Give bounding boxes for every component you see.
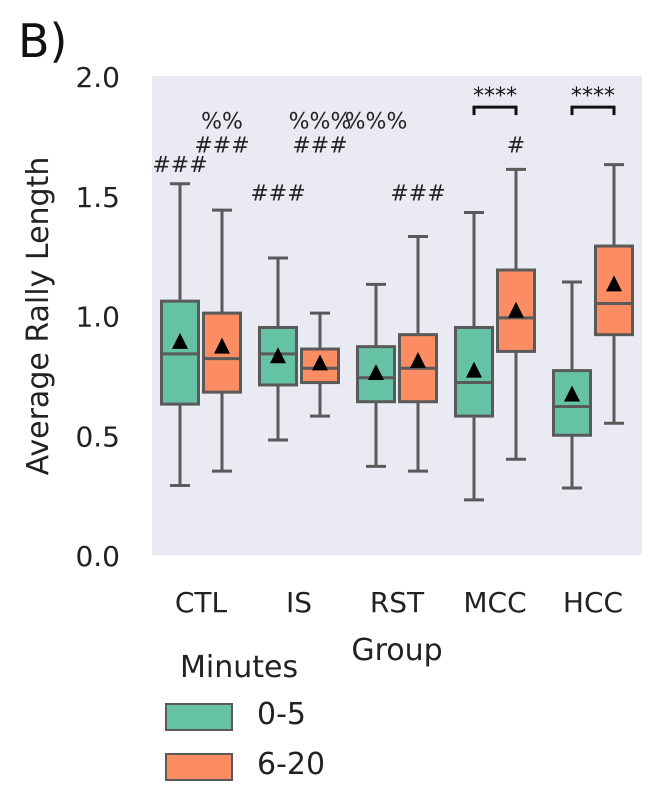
box-is-6-20 (300, 311, 340, 418)
mean-marker (312, 354, 328, 371)
y-axis-ticks: 0.0 0.5 1.0 1.5 2.0 (75, 61, 120, 573)
y-tick-label: 0.5 (75, 420, 120, 453)
legend-title: Minutes (180, 650, 299, 685)
box-mcc-6-20 (496, 167, 536, 461)
legend-swatch-0-5 (165, 703, 233, 731)
legend-item-0-5: 0-5 (165, 697, 365, 743)
legend-item-6-20: 6-20 (165, 747, 365, 793)
y-tick-label: 1.5 (75, 181, 120, 214)
significance-annotation: %% (201, 110, 243, 135)
significance-annotation: ### (292, 134, 347, 159)
box-mcc-0-5 (454, 211, 494, 502)
legend-label-6-20: 6-20 (257, 747, 326, 782)
box-iqr (552, 369, 592, 437)
box-hcc-6-20 (594, 163, 634, 425)
box-hcc-0-5 (552, 280, 592, 490)
legend-swatch-6-20 (165, 753, 233, 781)
mean-marker (270, 347, 286, 364)
x-tick-label: HCC (563, 586, 623, 619)
boxes-layer (160, 163, 634, 502)
legend-label-0-5: 0-5 (257, 697, 306, 732)
mean-marker (564, 385, 580, 402)
mean-marker (172, 332, 188, 349)
significance-annotation: # (507, 134, 525, 159)
significance-annotation: %%% (345, 110, 408, 135)
box-is-0-5 (258, 256, 298, 442)
x-axis-label: Group (351, 633, 442, 668)
mean-marker (368, 363, 384, 380)
significance-bracket (472, 105, 518, 116)
annotations-layer: ######%%######%%%###%%%#**** **** (152, 84, 616, 207)
panel-label: B) (18, 14, 68, 68)
significance-annotation: %%% (289, 110, 352, 135)
mean-marker (466, 361, 482, 378)
mean-marker (410, 352, 426, 369)
y-tick-label: 0.0 (75, 540, 120, 573)
x-tick-label: CTL (175, 586, 228, 619)
mean-marker (214, 337, 230, 354)
y-axis-label: Average Rally Length (21, 157, 56, 476)
significance-annotation: ### (194, 134, 249, 159)
x-tick-label: RST (370, 586, 425, 619)
significance-annotation: ### (152, 153, 207, 178)
x-axis-ticks: CTL IS RST MCC HCC (175, 586, 623, 619)
y-tick-label: 1.0 (75, 301, 120, 334)
mean-marker (508, 301, 524, 318)
x-tick-label: IS (286, 586, 312, 619)
significance-annotation: ### (250, 182, 305, 207)
box-ctl-0-5 (160, 182, 200, 488)
mean-marker (606, 275, 622, 292)
significance-annotation: ### (390, 182, 445, 207)
x-tick-label: MCC (463, 586, 526, 619)
bracket-label: **** (473, 84, 517, 109)
significance-bracket (570, 105, 616, 116)
box-ctl-6-20 (202, 208, 242, 473)
box-iqr (454, 325, 494, 418)
box-rst-0-5 (356, 282, 396, 468)
y-tick-label: 2.0 (75, 61, 120, 94)
bracket-label: **** (571, 84, 615, 109)
box-rst-6-20 (398, 234, 438, 473)
